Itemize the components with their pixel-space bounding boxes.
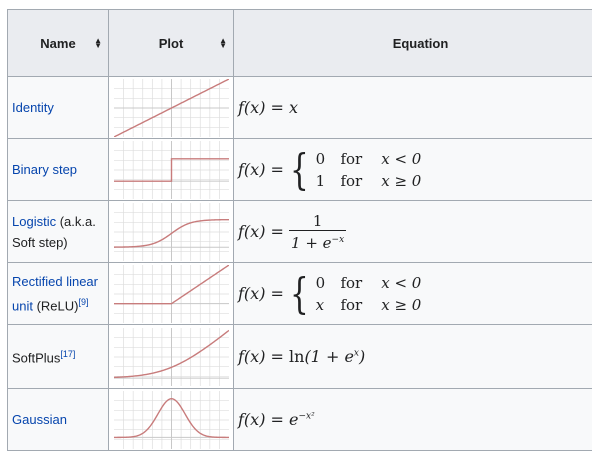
table-row: Logistic (a.k.a. Soft step) f(x) = 1 1 +…: [7, 200, 592, 263]
cases: 0 for x < 0 x for x ≥ 0: [316, 272, 422, 316]
name-cell: Rectified linear unit (ReLU)[9]: [7, 262, 109, 325]
piecewise-equation: f(x) = { 0 for x < 0 x for x ≥ 0: [238, 272, 421, 316]
logistic-curve-icon: [113, 202, 229, 261]
plot-cell: [108, 76, 234, 139]
table-row: Binary step f(x) = { 0 for x < 0: [7, 138, 592, 201]
plot-cell: [108, 200, 234, 263]
function-curve: [113, 218, 229, 248]
name-cell: Logistic (a.k.a. Soft step): [7, 200, 109, 263]
equation-text: f(x) = x: [238, 98, 299, 117]
case-condition: x < 0: [381, 149, 422, 168]
fraction-equation: f(x) = 1 1 + e−x: [238, 211, 347, 252]
case-row: x for x ≥ 0: [316, 294, 422, 316]
name-link-logistic[interactable]: Logistic: [12, 213, 57, 229]
name-note: (ReLU): [32, 298, 79, 314]
case-value: 1: [315, 171, 326, 190]
case-row: 0 for x < 0: [316, 148, 422, 170]
reference-link[interactable]: [9]: [78, 296, 89, 307]
fraction: 1 1 + e−x: [289, 211, 347, 252]
equation-lhs: f(x) =: [238, 284, 284, 303]
plot-cell: [108, 388, 234, 451]
header-row: Name ▲▼ Plot ▲▼ Equation ▲▼: [7, 9, 592, 77]
equation-close: ): [358, 347, 366, 366]
name-link-binary-step[interactable]: Binary step: [12, 162, 78, 177]
case-row: 1 for x ≥ 0: [316, 170, 422, 192]
equation-rhs: (1 + e: [304, 347, 354, 366]
brace-glyph: {: [289, 268, 309, 318]
equation-cell: f(x) = ln(1 + ex): [233, 324, 592, 389]
activation-functions-table: Name ▲▼ Plot ▲▼ Equation ▲▼ Identity f(x…: [7, 9, 592, 451]
brace-glyph: {: [289, 144, 309, 194]
case-for: for: [340, 295, 363, 314]
function-curve: [113, 397, 229, 438]
equation-cell: f(x) = { 0 for x < 0 1 for x ≥ 0: [233, 138, 592, 201]
denominator-text: 1 + e: [291, 233, 332, 252]
table-row: SoftPlus[17] f(x) = ln(1 + ex): [7, 324, 592, 389]
function-curve: [113, 264, 229, 304]
name-text: SoftPlus: [12, 350, 61, 366]
header-equation[interactable]: Equation ▲▼: [233, 9, 592, 77]
reference-link[interactable]: [17]: [60, 349, 76, 360]
case-value: 0: [315, 273, 326, 292]
case-value: x: [315, 295, 325, 314]
equation-cell: f(x) = { 0 for x < 0 x for x ≥ 0: [233, 262, 592, 325]
ln-function: ln: [289, 347, 305, 366]
function-curve: [113, 78, 229, 137]
softplus-curve-icon: [113, 327, 229, 386]
equation-cell: f(x) = e−x²: [233, 388, 592, 451]
header-name-label: Name: [40, 35, 76, 51]
identity-curve-icon: [113, 78, 229, 137]
name-link-identity[interactable]: Identity: [12, 100, 54, 115]
equation-lhs: f(x) =: [238, 160, 284, 179]
exponent: x: [353, 348, 359, 359]
case-condition: x ≥ 0: [381, 295, 422, 314]
equation-cell: f(x) = x: [233, 76, 592, 139]
name-cell: Gaussian: [7, 388, 109, 451]
case-condition: x < 0: [381, 273, 422, 292]
equation-lhs: f(x) = e: [238, 410, 299, 429]
case-for: for: [340, 149, 363, 168]
equation-lhs: f(x) =: [238, 347, 290, 366]
plot-cell: [108, 138, 234, 201]
case-row: 0 for x < 0: [316, 272, 422, 294]
name-cell: Binary step: [7, 138, 109, 201]
name-link-gaussian[interactable]: Gaussian: [12, 412, 67, 427]
header-plot-label: Plot: [158, 35, 184, 51]
exponent: −x²: [298, 411, 315, 422]
header-equation-label: Equation: [392, 35, 449, 51]
header-plot[interactable]: Plot ▲ ▼: [108, 9, 234, 77]
equation-cell: f(x) = 1 1 + e−x: [233, 200, 592, 263]
binary-step-curve-icon: [113, 140, 229, 199]
case-for: for: [340, 273, 363, 292]
equation-lhs: f(x) =: [238, 222, 284, 241]
name-link-relu[interactable]: Rectified linear unit: [12, 273, 98, 314]
name-note: (a.k.a. Soft step): [12, 213, 96, 250]
table-row: Rectified linear unit (ReLU)[9] f(x) = {…: [7, 262, 592, 325]
name-cell: SoftPlus[17]: [7, 324, 109, 389]
case-value: 0: [315, 149, 326, 168]
gaussian-curve-icon: [113, 390, 229, 449]
plot-cell: [108, 324, 234, 389]
denominator: 1 + e−x: [289, 229, 347, 252]
table-row: Identity f(x) = x: [7, 76, 592, 139]
denominator-exponent: −x: [331, 234, 345, 245]
numerator: 1: [312, 211, 323, 230]
piecewise-equation: f(x) = { 0 for x < 0 1 for x ≥ 0: [238, 148, 421, 192]
header-name[interactable]: Name ▲ ▼: [7, 9, 109, 77]
function-curve: [113, 157, 229, 182]
name-cell: Identity: [7, 76, 109, 139]
case-for: for: [340, 171, 363, 190]
cases: 0 for x < 0 1 for x ≥ 0: [316, 148, 422, 192]
sort-icon[interactable]: ▲ ▼: [219, 36, 227, 50]
table-row: Gaussian f(x) = e−x²: [7, 388, 592, 451]
sort-icon[interactable]: ▲ ▼: [94, 36, 102, 50]
relu-curve-icon: [113, 264, 229, 323]
function-curve: [113, 329, 229, 378]
case-condition: x ≥ 0: [381, 171, 422, 190]
plot-cell: [108, 262, 234, 325]
